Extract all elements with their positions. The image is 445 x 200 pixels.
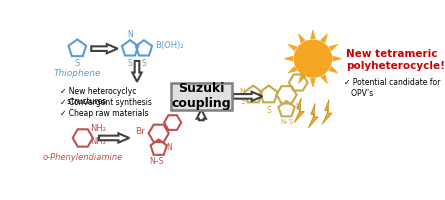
Polygon shape	[329, 66, 338, 73]
FancyArrow shape	[99, 133, 129, 143]
FancyArrow shape	[132, 61, 142, 82]
Text: N–S: N–S	[280, 119, 293, 125]
Polygon shape	[299, 75, 305, 83]
Polygon shape	[284, 56, 293, 61]
Text: Suzuki
coupling: Suzuki coupling	[171, 82, 231, 110]
Polygon shape	[311, 30, 316, 39]
Text: S: S	[75, 59, 80, 68]
Text: N–S: N–S	[149, 157, 164, 166]
Text: S: S	[240, 97, 245, 106]
Polygon shape	[299, 34, 305, 43]
Text: S: S	[128, 59, 133, 68]
Text: B(OH)₂: B(OH)₂	[156, 41, 184, 50]
FancyArrow shape	[233, 92, 263, 101]
Text: ✓ Cheap raw materials: ✓ Cheap raw materials	[60, 109, 148, 118]
Polygon shape	[329, 44, 338, 51]
Text: ✓ New heterocyclyc
   structures: ✓ New heterocyclyc structures	[60, 87, 136, 106]
Polygon shape	[321, 34, 327, 43]
Text: N: N	[166, 143, 172, 152]
Polygon shape	[288, 44, 297, 51]
Polygon shape	[308, 103, 318, 128]
Text: NH₂: NH₂	[90, 124, 106, 133]
Text: ✓ Convergent synthesis: ✓ Convergent synthesis	[60, 98, 151, 107]
Polygon shape	[321, 75, 327, 83]
Text: ✓ Potential candidate for
   OPV’s: ✓ Potential candidate for OPV’s	[344, 78, 440, 98]
Text: NH₂: NH₂	[90, 137, 106, 146]
FancyBboxPatch shape	[171, 83, 231, 110]
Polygon shape	[333, 56, 342, 61]
Polygon shape	[288, 66, 297, 73]
Text: o-Phenylendiamine: o-Phenylendiamine	[43, 153, 123, 162]
Text: N: N	[239, 88, 245, 97]
Text: Br: Br	[135, 127, 145, 136]
Polygon shape	[311, 79, 316, 87]
Polygon shape	[322, 99, 332, 124]
FancyArrow shape	[197, 109, 206, 120]
Text: S: S	[142, 59, 146, 68]
Polygon shape	[294, 98, 304, 123]
Text: S: S	[267, 106, 271, 115]
Text: Thiophene: Thiophene	[53, 69, 101, 78]
Text: N: N	[127, 30, 133, 39]
Text: N: N	[296, 103, 301, 109]
Circle shape	[294, 40, 332, 77]
Text: New tetrameric
polyheterocycle!: New tetrameric polyheterocycle!	[346, 49, 445, 71]
FancyArrow shape	[91, 44, 117, 53]
